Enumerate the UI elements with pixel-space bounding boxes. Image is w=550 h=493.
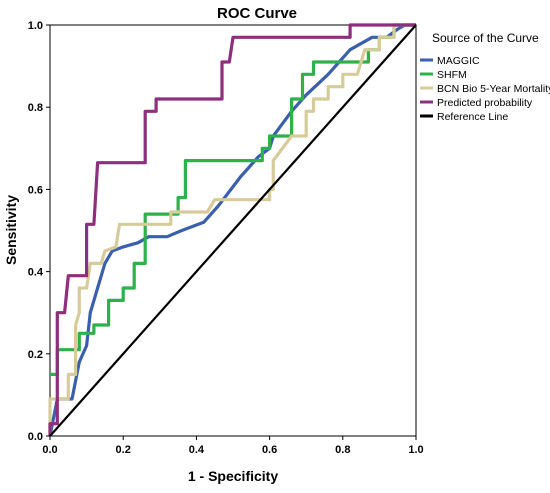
y-axis-title: Sensitivity [3, 195, 19, 265]
x-tick-label: 0.8 [335, 444, 350, 456]
legend-label: Predicted probability [437, 97, 533, 109]
legend-label: BCN Bio 5-Year Mortality [437, 83, 550, 95]
x-tick-label: 0.0 [42, 444, 57, 456]
legend-label: Reference Line [437, 111, 508, 123]
series-line-predicted-probability [48, 23, 416, 436]
legend-title: Source of the Curve [432, 31, 539, 45]
x-tick-label: 0.6 [262, 444, 277, 456]
y-tick-label: 0.2 [28, 349, 43, 361]
series-layer [48, 23, 417, 437]
legend-label: MAGGIC [437, 55, 480, 67]
series-line-shfm [50, 23, 416, 376]
series-line-bcn-bio-5-year-mortality [48, 23, 416, 436]
x-axis-ticks: 0.0 0.2 0.4 0.6 0.8 1.0 [42, 436, 424, 456]
series-line-maggic [48, 23, 416, 437]
y-tick-label: 0.4 [28, 267, 44, 279]
x-tick-label: 1.0 [408, 444, 423, 456]
x-tick-label: 0.2 [116, 444, 131, 456]
y-tick-label: 0.0 [28, 431, 43, 443]
y-axis-ticks: 0.0 0.2 0.4 0.6 0.8 1.0 [28, 20, 50, 443]
chart-title: ROC Curve [217, 5, 297, 22]
legend: Source of the Curve MAGGIC SHFM BCN Bio 5-… [420, 31, 550, 123]
x-tick-label: 0.4 [189, 444, 205, 456]
series-line-reference-line [49, 24, 417, 437]
legend-label: SHFM [437, 69, 467, 81]
x-axis-title: 1 - Specificity [188, 468, 278, 484]
y-tick-label: 0.8 [28, 102, 43, 114]
y-tick-label: 1.0 [28, 20, 43, 32]
y-tick-label: 0.6 [28, 184, 43, 196]
